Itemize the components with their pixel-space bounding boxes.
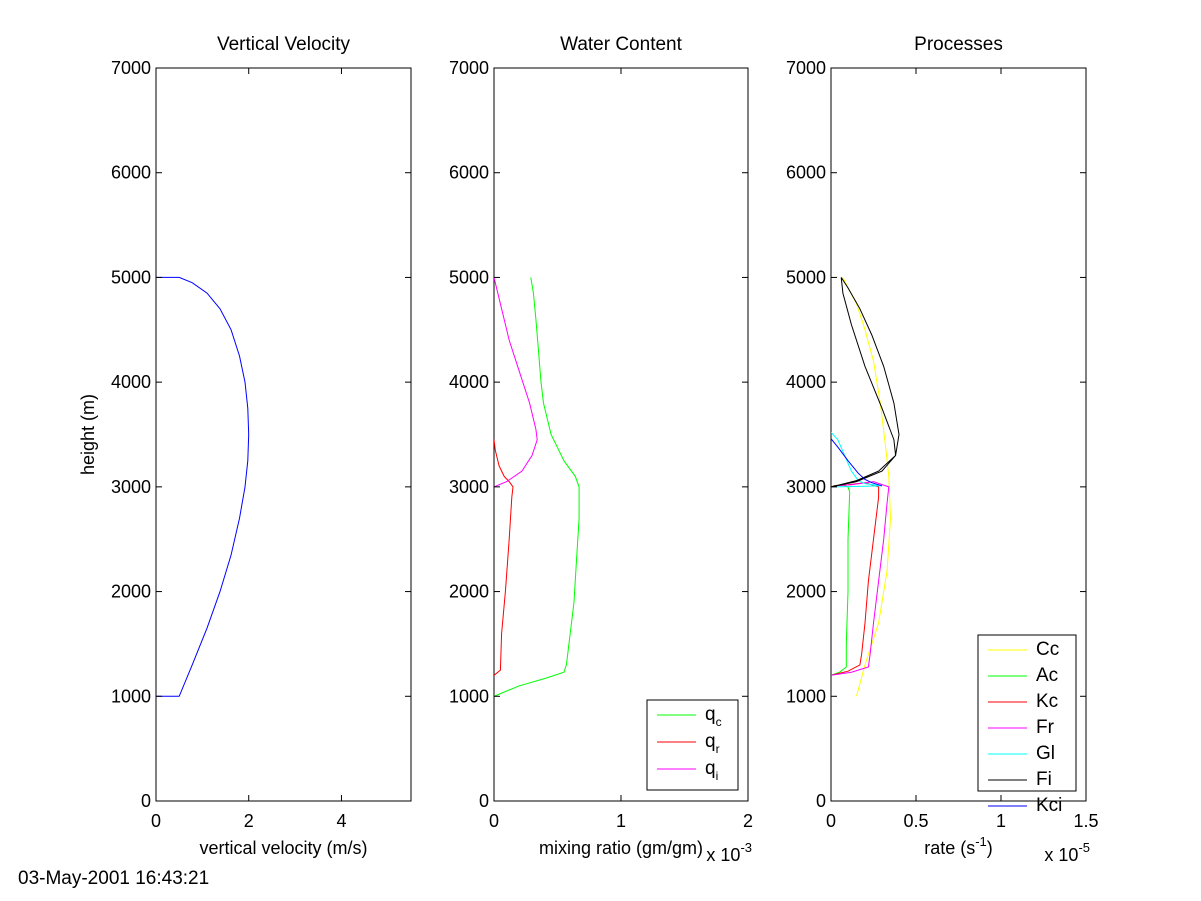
legend-entry-label: Gl (1036, 743, 1055, 764)
y-tick-label: 4000 (449, 372, 489, 392)
axes-box (155, 67, 412, 802)
legend-entry-label: qi (705, 758, 718, 783)
y-tick-label: 6000 (449, 163, 489, 183)
y-tick-label: 6000 (111, 163, 151, 183)
y-tick-label: 3000 (111, 477, 151, 497)
legend-entry-label: Fr (1036, 717, 1055, 738)
legend-label-subscript: r (716, 742, 720, 756)
x-label-part: ) (987, 838, 993, 858)
y-tick-label: 5000 (786, 267, 826, 287)
y-tick-label: 0 (479, 791, 489, 811)
series-line-1 (494, 277, 580, 697)
y-axis-label: height (m) (78, 394, 98, 475)
axis-multiplier: x 10-3 (706, 840, 752, 865)
y-tick-label: 3000 (449, 477, 489, 497)
x-tick-label: 4 (336, 811, 346, 831)
y-tick-label: 1000 (449, 686, 489, 706)
legend-label-base: Gl (1036, 743, 1055, 764)
chart-title: Vertical Velocity (217, 34, 351, 55)
legend-label-base: Kci (1036, 795, 1062, 816)
legend-label-base: q (705, 758, 716, 779)
y-tick-label: 7000 (111, 58, 151, 78)
legend-entry-label: qc (705, 704, 722, 729)
series-line-7 (831, 438, 883, 487)
legend-entry-label: Kc (1036, 691, 1058, 712)
chart-title: Water Content (560, 34, 683, 55)
legend-entry-label: Kci (1036, 795, 1062, 816)
y-tick-label: 2000 (786, 582, 826, 602)
legend-entry-label: qr (705, 731, 720, 756)
legend-label-base: Cc (1036, 639, 1059, 660)
x-axis-label: vertical velocity (m/s) (199, 838, 367, 858)
y-tick-label: 1000 (111, 686, 151, 706)
x-tick-label: 1 (996, 811, 1006, 831)
legend-label-subscript: c (716, 715, 722, 729)
y-tick-label: 5000 (449, 267, 489, 287)
series-line-3 (494, 277, 538, 488)
timestamp: 03-May-2001 16:43:21 (18, 868, 210, 889)
legend-label-base: Fi (1036, 769, 1052, 790)
y-tick-label: 0 (816, 791, 826, 811)
x-tick-label: 2 (244, 811, 254, 831)
y-tick-label: 7000 (449, 58, 489, 78)
panel-3: 0 1000 2000 3000 4000 5000 6000 7000 0 0.5 1 1.5 Pro… (786, 34, 1099, 865)
y-tick-label: 0 (141, 791, 151, 811)
multiplier-exponent: -5 (1078, 840, 1090, 855)
series-line-2 (494, 439, 514, 676)
x-tick-label: 0 (826, 811, 836, 831)
y-tick-label: 3000 (786, 477, 826, 497)
x-tick-label: 0 (489, 811, 499, 831)
y-tick-label: 4000 (111, 372, 151, 392)
legend-entry-label: Ac (1036, 665, 1058, 686)
series-line-4 (831, 481, 890, 676)
legend-label-base: Ac (1036, 665, 1058, 686)
panel-2: 0 1000 2000 3000 4000 5000 6000 7000 0 1 2 Water Co… (449, 34, 753, 865)
legend-label-subscript: i (716, 769, 719, 783)
legend-entry-label: Cc (1036, 639, 1059, 660)
series-line-6 (831, 277, 900, 488)
legend-label-base: Kc (1036, 691, 1058, 712)
y-tick-label: 1000 (786, 686, 826, 706)
x-tick-label: 2 (743, 811, 753, 831)
legend-label-base: q (705, 704, 716, 725)
x-axis-label: rate (s-1) (924, 834, 993, 858)
y-tick-label: 2000 (449, 582, 489, 602)
series-line-5 (831, 432, 883, 488)
multiplier-base: x 10 (706, 845, 740, 865)
x-label-part: rate (s (924, 838, 975, 858)
legend-label-base: q (705, 731, 716, 752)
y-tick-label: 4000 (786, 372, 826, 392)
x-axis-label: mixing ratio (gm/gm) (539, 838, 703, 858)
y-tick-label: 7000 (786, 58, 826, 78)
x-tick-label: 1 (616, 811, 626, 831)
x-label-exponent: -1 (975, 834, 987, 849)
x-tick-label: 0 (151, 811, 161, 831)
axes-box (493, 67, 749, 802)
legend-entry-label: Fi (1036, 769, 1052, 790)
axis-multiplier: x 10-5 (1044, 840, 1090, 865)
x-tick-label: 0.5 (903, 811, 928, 831)
multiplier-base: x 10 (1044, 845, 1078, 865)
y-tick-label: 5000 (111, 267, 151, 287)
series-line-1 (156, 276, 250, 697)
legend-box (977, 634, 1077, 792)
panel-1: 0 1000 2000 3000 4000 5000 6000 7000 0 2 4 Vertical… (78, 34, 412, 858)
y-tick-label: 2000 (111, 582, 151, 602)
legend-box (646, 699, 739, 791)
chart-title: Processes (914, 34, 1003, 55)
legend-label-base: Fr (1036, 717, 1055, 738)
x-tick-label: 1.5 (1073, 811, 1098, 831)
y-tick-label: 6000 (786, 163, 826, 183)
multiplier-exponent: -3 (740, 840, 752, 855)
legend: Cc Ac Kc Fr Gl Fi Kci (977, 634, 1077, 816)
